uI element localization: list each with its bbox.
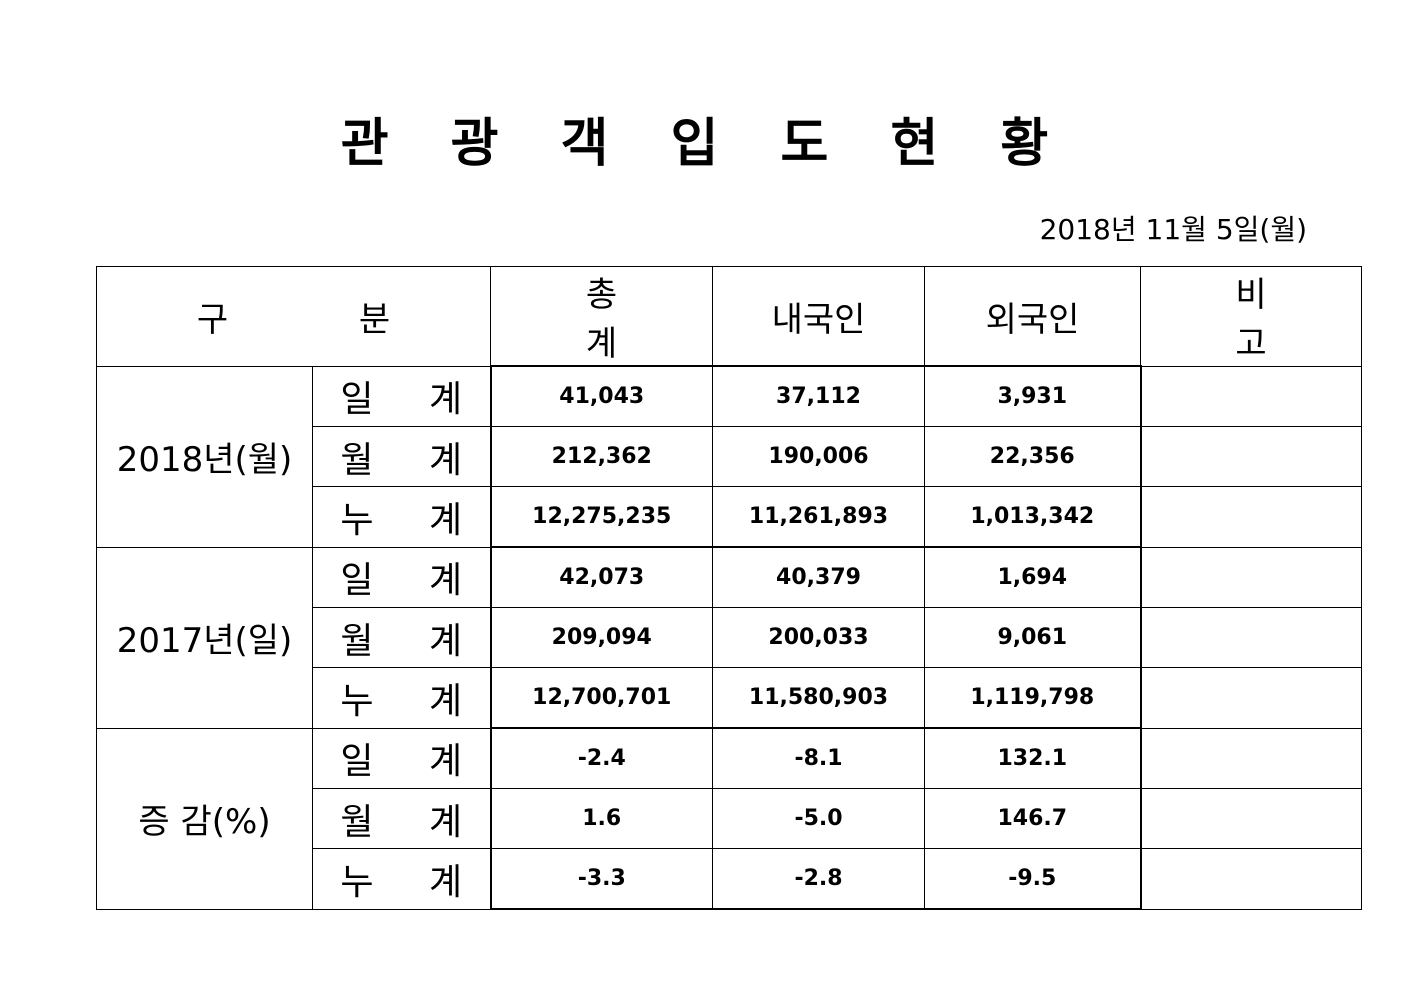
- header-domestic: 내국인: [712, 266, 925, 367]
- cell-total: -2.4: [489, 727, 713, 789]
- table-row: 월 계 209,094 200,033 9,061: [97, 607, 1362, 668]
- tourist-arrivals-table: 구 분 총 계 내국인 외국인 비 고 2018년(월) 일 계 41,043 …: [96, 266, 1362, 910]
- cell-domestic: 200,033: [712, 607, 925, 668]
- cell-note: [1140, 667, 1362, 729]
- report-date: 2018년 11월 5일(월): [1039, 213, 1307, 246]
- cell-foreign: 1,694: [924, 546, 1142, 608]
- cell-total: 12,700,701: [489, 667, 713, 729]
- cell-note: [1140, 546, 1362, 608]
- cell-total: 41,043: [489, 365, 713, 427]
- cell-note: [1140, 788, 1362, 849]
- cell-domestic: -5.0: [712, 788, 925, 849]
- cell-total: 42,073: [489, 546, 713, 608]
- cell-note: [1140, 727, 1362, 789]
- cell-note: [1140, 607, 1362, 668]
- cell-total: 12,275,235: [489, 486, 713, 548]
- cell-note: [1140, 848, 1362, 910]
- cell-foreign: 22,356: [924, 426, 1142, 487]
- cell-domestic: -8.1: [712, 727, 925, 789]
- table-row: 누 계 12,700,701 11,580,903 1,119,798: [97, 667, 1362, 729]
- cell-foreign: -9.5: [924, 848, 1142, 910]
- cell-total: 209,094: [489, 607, 713, 668]
- header-note: 비 고: [1140, 266, 1362, 367]
- header-total: 총 계: [490, 266, 713, 367]
- cell-foreign: 146.7: [924, 788, 1142, 849]
- cell-foreign: 1,013,342: [924, 486, 1142, 548]
- table-row: 2018년(월) 일 계 41,043 37,112 3,931: [96, 365, 1362, 548]
- table-body: 2018년(월) 일 계 41,043 37,112 3,931 월 계 212…: [96, 365, 1362, 910]
- cell-total: -3.3: [489, 848, 713, 910]
- cell-total: 1.6: [489, 788, 713, 849]
- row-label: 일 계: [312, 365, 491, 427]
- group-label: 증 감(%): [96, 727, 313, 910]
- table-row: 월 계 212,362 190,006 22,356: [97, 426, 1362, 487]
- row-label: 월 계: [312, 788, 491, 849]
- cell-foreign: 9,061: [924, 607, 1142, 668]
- cell-domestic: 11,261,893: [712, 486, 925, 548]
- header-foreign: 외국인: [924, 266, 1141, 367]
- table-row: 누 계 -3.3 -2.8 -9.5: [97, 848, 1362, 910]
- cell-domestic: -2.8: [712, 848, 925, 910]
- cell-domestic: 11,580,903: [712, 667, 925, 729]
- cell-foreign: 3,931: [924, 365, 1142, 427]
- header-row: 구 분 총 계 내국인 외국인 비 고: [96, 266, 1362, 367]
- row-label: 일 계: [312, 727, 491, 789]
- cell-note: [1140, 365, 1362, 427]
- table-row: 월 계 1.6 -5.0 146.7: [97, 788, 1362, 849]
- header-category: 구 분: [96, 266, 491, 367]
- cell-foreign: 1,119,798: [924, 667, 1142, 729]
- table-row: 증 감(%) 일 계 -2.4 -8.1 132.1: [96, 727, 1362, 910]
- row-label: 누 계: [312, 848, 491, 910]
- cell-domestic: 190,006: [712, 426, 925, 487]
- page-title: 관 광 객 입 도 현 황: [340, 114, 1071, 174]
- cell-note: [1140, 486, 1362, 548]
- cell-domestic: 37,112: [712, 365, 925, 427]
- cell-note: [1140, 426, 1362, 487]
- group-label: 2018년(월): [96, 365, 313, 548]
- cell-foreign: 132.1: [924, 727, 1142, 789]
- table-row: 누 계 12,275,235 11,261,893 1,013,342: [97, 486, 1362, 548]
- row-label: 일 계: [312, 546, 491, 608]
- row-label: 누 계: [312, 667, 491, 729]
- row-label: 누 계: [312, 486, 491, 548]
- cell-domestic: 40,379: [712, 546, 925, 608]
- cell-total: 212,362: [489, 426, 713, 487]
- table-row: 2017년(일) 일 계 42,073 40,379 1,694: [96, 546, 1362, 729]
- row-label: 월 계: [312, 426, 491, 487]
- row-label: 월 계: [312, 607, 491, 668]
- group-label: 2017년(일): [96, 546, 313, 729]
